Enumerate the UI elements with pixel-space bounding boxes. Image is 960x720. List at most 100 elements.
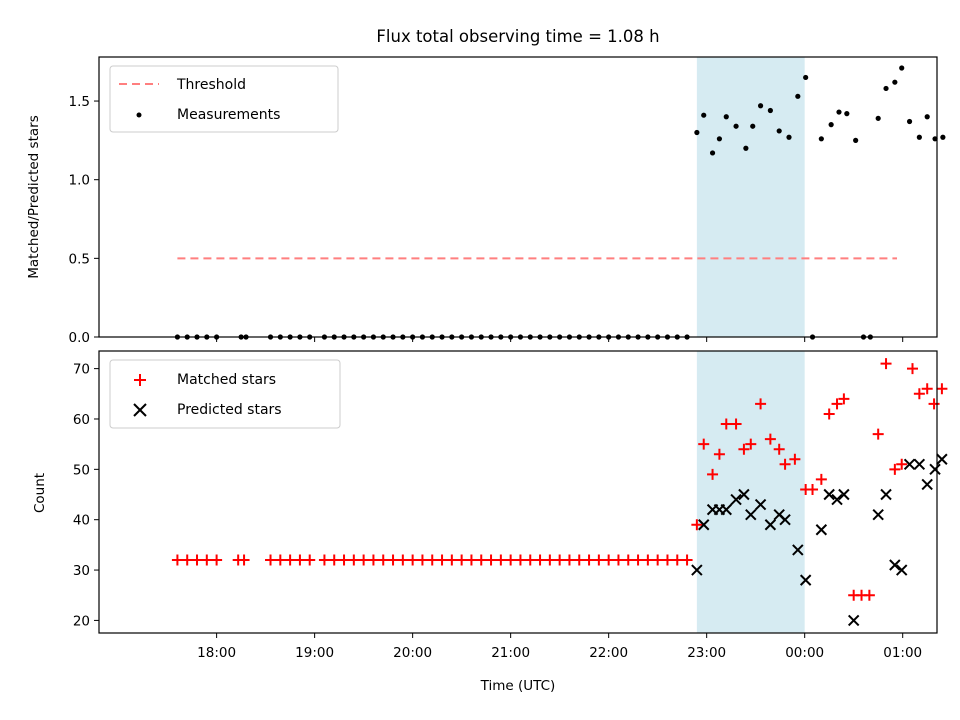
top-y-tick-label: 1.5 [69, 94, 90, 110]
matched-star-point [936, 383, 948, 395]
matched-star-point [612, 554, 624, 566]
matched-star-point [815, 473, 827, 485]
predicted-star-point [921, 478, 933, 491]
matched-star-point [475, 554, 487, 566]
predicted-star-point [872, 508, 884, 521]
matched-star-point [896, 458, 908, 470]
matched-star-point [652, 554, 664, 566]
predicted-star-point [889, 559, 901, 571]
matched-star-point [807, 483, 819, 495]
x-axis-label: Time (UTC) [480, 678, 556, 694]
chart-title: Flux total observing time = 1.08 h [376, 27, 659, 46]
measurement-point [750, 123, 756, 129]
matched-star-point [456, 554, 468, 566]
bottom-legend-box [109, 359, 341, 429]
measurement-point [906, 118, 913, 125]
legend-measurements-swatch [136, 112, 142, 118]
predicted-star-point [936, 453, 948, 465]
bottom-y-tick-label: 20 [73, 613, 90, 629]
matched-star-point [348, 554, 360, 566]
matched-star-point [720, 418, 732, 430]
matched-star-point [554, 554, 566, 566]
matched-star-point [913, 388, 925, 400]
matched-star-point [872, 428, 884, 440]
matched-star-point [274, 554, 286, 566]
matched-star-point [328, 554, 340, 566]
predicted-star-point [823, 488, 835, 501]
matched-star-point [880, 358, 892, 370]
legend-predicted-label: Predicted stars [177, 402, 282, 418]
count-points [171, 358, 948, 627]
matched-star-point [377, 554, 389, 566]
x-tick-label: 20:00 [393, 645, 432, 661]
measurement-point [932, 136, 938, 142]
legend-matched-label: Matched stars [177, 372, 276, 388]
legend-predicted-swatch [133, 403, 147, 417]
predicted-star-point [792, 544, 804, 556]
matched-star-point [318, 554, 330, 566]
matched-star-point [779, 458, 791, 470]
matched-star-point [698, 438, 710, 450]
bottom-axes-frame [98, 350, 938, 634]
matched-star-point [755, 398, 767, 410]
matched-star-point [831, 398, 843, 410]
x-tick-label: 19:00 [295, 645, 334, 661]
measurement-point [694, 129, 700, 136]
matched-star-point [338, 554, 350, 566]
matched-star-point [789, 453, 801, 465]
matched-star-point [921, 383, 933, 395]
predicted-star-point [698, 519, 710, 531]
top-y-tick-label: 0.0 [69, 330, 90, 346]
predicted-star-point [913, 458, 926, 471]
measurement-point [916, 134, 922, 140]
matched-star-point [304, 554, 316, 566]
measurement-point [701, 112, 707, 118]
matched-star-point [691, 519, 703, 531]
legend-measurements-label: Measurements [177, 107, 280, 123]
x-tick-label: 00:00 [785, 645, 824, 661]
bottom-y-axis-label: Count [32, 473, 48, 513]
predicted-star-point [847, 614, 860, 627]
measurement-point [828, 122, 834, 128]
matched-star-point [730, 418, 742, 430]
matched-star-point [265, 554, 277, 566]
matched-star-point [603, 554, 615, 566]
predicted-star-point [896, 564, 908, 576]
matched-star-point [397, 554, 409, 566]
matched-star-point [563, 554, 575, 566]
top-legend: Threshold Measurements [109, 65, 339, 133]
matched-star-point [505, 554, 517, 566]
bottom-y-tick-label: 60 [73, 412, 90, 428]
measurement-point [757, 103, 764, 109]
matched-star-point [171, 554, 183, 566]
top-y-ticks: 0.0 0.5 1.0 1.5 [69, 94, 99, 346]
matched-star-point [465, 554, 477, 566]
bottom-y-ticks: 20 30 40 50 60 70 [73, 362, 99, 629]
matched-star-point [446, 554, 458, 566]
matched-star-point [387, 554, 399, 566]
matched-star-point [416, 554, 428, 566]
x-tick-label: 22:00 [589, 645, 628, 661]
matched-star-point [544, 554, 556, 566]
legend-threshold-label: Threshold [176, 77, 246, 93]
x-tick-label: 23:00 [687, 645, 726, 661]
measurement-point [924, 114, 930, 120]
predicted-star-point [691, 564, 703, 576]
measurement-point [723, 114, 729, 120]
predicted-star-point [880, 488, 892, 501]
measurement-point [844, 111, 850, 117]
matched-star-point [707, 468, 719, 480]
measurement-point [883, 85, 889, 92]
legend-matched-swatch [134, 374, 146, 386]
predicted-star-point [903, 458, 916, 471]
measurement-point [836, 109, 842, 115]
measurement-point [733, 123, 739, 129]
bottom-shaded-span [696, 351, 805, 633]
matched-star-point [738, 443, 750, 455]
x-tick-label: 21:00 [491, 645, 530, 661]
matched-star-point [889, 463, 901, 475]
matched-star-point [713, 448, 725, 460]
matched-star-point [191, 554, 203, 566]
measurement-point [853, 137, 859, 143]
